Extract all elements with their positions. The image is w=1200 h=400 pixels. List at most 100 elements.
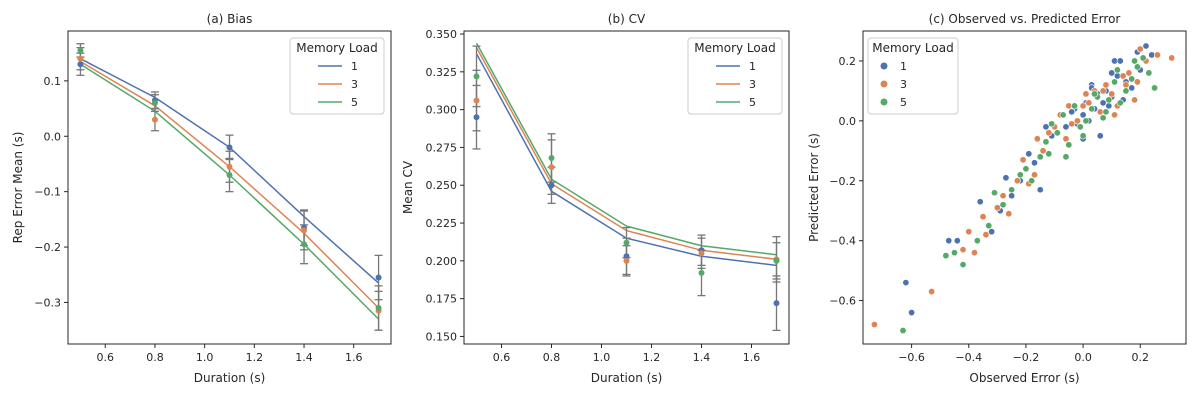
legend-entries-cv: 1 3 5 [716, 60, 756, 109]
legend-entries-scatter: 1 3 5 [880, 60, 907, 109]
scatter-point-load-5 [1016, 171, 1024, 179]
legend-marker-load-1 [880, 62, 888, 70]
scatter-point-load-3 [1108, 90, 1116, 98]
y-tick-label: 0.150 [426, 330, 458, 343]
scatter-point-load-5 [973, 237, 981, 245]
scatter-point-load-1 [1025, 150, 1033, 158]
legend-scatter: Memory Load 1 3 5 [867, 37, 959, 115]
scatter-point-load-5 [1028, 177, 1036, 185]
data-point-load-3 [698, 250, 705, 257]
scatter-point-load-5 [1045, 150, 1053, 158]
x-tick-label: 0.8 [543, 351, 561, 364]
x-axis-label-bias: Duration (s) [194, 371, 266, 385]
scatter-point-load-5 [1036, 153, 1044, 161]
scatter-point-load-5 [1099, 114, 1107, 122]
scatter-point-load-5 [1088, 105, 1096, 113]
scatter-point-load-5 [1062, 153, 1070, 161]
scatter-point-load-3 [993, 204, 1001, 212]
scatter-point-load-5 [959, 261, 967, 269]
x-tick-label: 0.2 [1132, 351, 1150, 364]
data-point-load-3 [473, 97, 480, 104]
plot-frame-scatter [862, 30, 1187, 345]
data-point-load-3 [301, 227, 308, 234]
y-tick-label: 0.1 [44, 75, 62, 88]
legend-label-load-5: 5 [351, 96, 358, 109]
legend-label-load-1: 1 [900, 60, 907, 73]
scatter-point-load-5 [1008, 186, 1016, 194]
y-tick-label: 0.275 [426, 141, 458, 154]
legend-label-load-3: 3 [900, 78, 907, 91]
panel-scatter: (c) Observed vs. Predicted Error Observe… [807, 12, 1187, 385]
scatter-point-load-3 [870, 321, 878, 329]
scatter-point-load-5 [1151, 84, 1159, 92]
scatter-point-load-3 [1102, 81, 1110, 89]
scatter-point-load-1 [976, 198, 984, 206]
scatter-point-load-1 [953, 237, 961, 245]
points-bias [77, 47, 382, 314]
plot-frame-cv [463, 30, 790, 345]
scatter-point-load-1 [908, 309, 916, 317]
x-tick-label: −0.6 [898, 351, 925, 364]
legend-label-load-3: 3 [749, 78, 756, 91]
scatter-point-load-1 [1105, 102, 1113, 110]
scatter-point-load-3 [1111, 111, 1119, 119]
scatter-point-load-5 [1082, 117, 1090, 125]
scatter-point-load-3 [1039, 147, 1047, 155]
data-point-load-1 [623, 253, 630, 260]
legend-box-scatter [867, 37, 959, 115]
scatter-point-load-5 [1113, 66, 1121, 74]
legend-title-cv: Memory Load [694, 41, 775, 55]
scatter-point-load-3 [1168, 54, 1176, 62]
scatter-point-load-5 [1145, 69, 1153, 77]
data-point-load-3 [623, 257, 630, 264]
y-axis-label-cv: Mean CV [401, 160, 415, 214]
scatter-point-load-3 [1031, 171, 1039, 179]
y-ticks-scatter: −0.6 −0.4 −0.2 0.0 0.2 [829, 55, 863, 308]
scatter-point-load-5 [1111, 78, 1119, 86]
x-tick-label: 1.4 [295, 351, 313, 364]
scatter-point-load-3 [1153, 51, 1161, 59]
y-tick-label: 0.175 [426, 293, 458, 306]
data-point-load-5 [77, 47, 84, 54]
data-point-load-5 [698, 269, 705, 276]
x-tick-label: 0.6 [493, 351, 511, 364]
scatter-point-load-5 [985, 222, 993, 230]
data-point-load-5 [151, 100, 158, 107]
scatter-point-load-5 [1105, 96, 1113, 104]
data-point-load-5 [773, 257, 780, 264]
scatter-point-load-5 [1133, 63, 1141, 71]
y-tick-label: 0.225 [426, 217, 458, 230]
points-scatter [870, 42, 1176, 335]
scatter-point-load-5 [1102, 108, 1110, 116]
x-tick-label: 0.6 [97, 351, 115, 364]
y-axis-label-scatter: Predicted Error (s) [807, 133, 821, 242]
scatter-point-load-5 [1053, 129, 1061, 137]
data-point-load-5 [301, 241, 308, 248]
x-tick-label: 1.2 [643, 351, 661, 364]
x-tick-label: 1.6 [743, 351, 761, 364]
scatter-point-load-3 [1136, 45, 1144, 53]
scatter-point-load-3 [1082, 90, 1090, 98]
y-ticks-cv: 0.150 0.175 0.200 0.225 0.250 0.275 0.300 0.325… [426, 28, 464, 343]
y-tick-label: −0.1 [34, 186, 61, 199]
x-ticks-cv: 0.6 0.8 1.0 1.2 1.4 1.6 [493, 344, 761, 364]
data-point-load-1 [773, 300, 780, 307]
y-tick-label: 0.2 [839, 55, 857, 68]
scatter-point-load-5 [999, 201, 1007, 209]
legend-title-bias: Memory Load [296, 41, 377, 55]
x-tick-label: −0.4 [955, 351, 982, 364]
legend-label-load-5: 5 [749, 96, 756, 109]
legend-label-load-1: 1 [749, 60, 756, 73]
scatter-point-load-5 [1128, 75, 1136, 83]
legend-cv: Memory Load 1 3 5 [687, 37, 783, 115]
data-point-load-1 [77, 61, 84, 68]
scatter-point-load-1 [1096, 132, 1104, 140]
scatter-point-load-3 [1005, 210, 1013, 218]
y-ticks-bias: 0.1 0.0 −0.1 −0.2 −0.3 [34, 75, 68, 309]
x-tick-label: −0.2 [1013, 351, 1040, 364]
y-tick-label: 0.350 [426, 28, 458, 41]
data-point-load-1 [375, 274, 382, 281]
scatter-point-load-5 [1091, 90, 1099, 98]
chart-title-cv: (b) CV [608, 12, 646, 26]
